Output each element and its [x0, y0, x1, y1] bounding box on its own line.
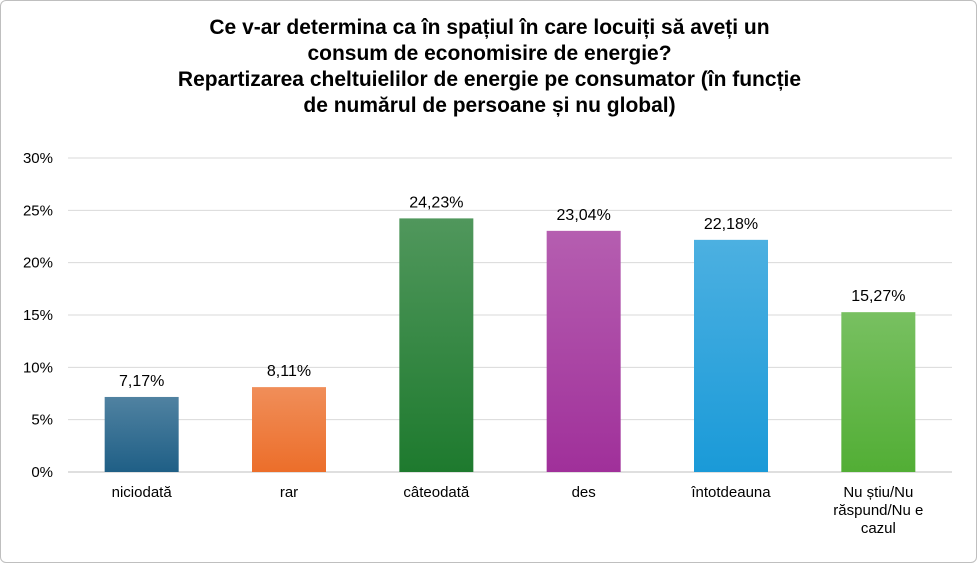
bar [694, 239, 768, 472]
data-label: 22,18% [704, 216, 758, 233]
data-label: 24,23% [409, 194, 463, 211]
y-axis-ticks: 0% 5% 10% 15% 20% 25% 30% [23, 150, 53, 481]
data-label: 8,11% [267, 363, 311, 380]
bar [104, 396, 179, 472]
data-label: 23,04% [557, 207, 611, 224]
bar [546, 230, 621, 472]
y-tick-label: 15% [23, 307, 53, 324]
x-category-label: întotdeauna [691, 484, 771, 501]
chart-title-line-3: Repartizarea cheltuielilor de energie pe… [177, 68, 802, 91]
bar [252, 387, 326, 472]
x-category-label: Nu știu/Nu răspund/Nu e cazul [833, 484, 924, 537]
data-label: 15,27% [851, 288, 905, 305]
y-tick-label: 10% [23, 359, 53, 376]
bar [841, 312, 916, 472]
x-category-label: rar [279, 484, 299, 501]
y-tick-label: 25% [23, 202, 53, 219]
x-category-label: câteodată [403, 484, 470, 501]
x-category-label: niciodată [111, 484, 172, 501]
data-labels: 7,17% 8,11% 24,23% 23,04% 22,18% 15,27% [119, 194, 905, 390]
y-tick-label: 30% [23, 150, 53, 167]
gridlines [68, 157, 952, 473]
chart-title: Ce v-ar determina ca în spațiul în care … [1, 15, 977, 119]
y-tick-label: 5% [31, 412, 53, 429]
x-category-label: des [571, 484, 596, 501]
y-tick-label: 0% [31, 464, 53, 481]
data-label: 7,17% [119, 373, 164, 390]
bars [104, 218, 916, 472]
y-tick-label: 20% [23, 255, 53, 272]
chart-title-line-1: Ce v-ar determina ca în spațiul în care … [209, 16, 770, 39]
chart-title-line-2: consum de economisire de energie? [307, 42, 672, 65]
bar [399, 218, 474, 472]
chart-title-line-4: de numărul de persoane și nu global) [303, 94, 676, 117]
